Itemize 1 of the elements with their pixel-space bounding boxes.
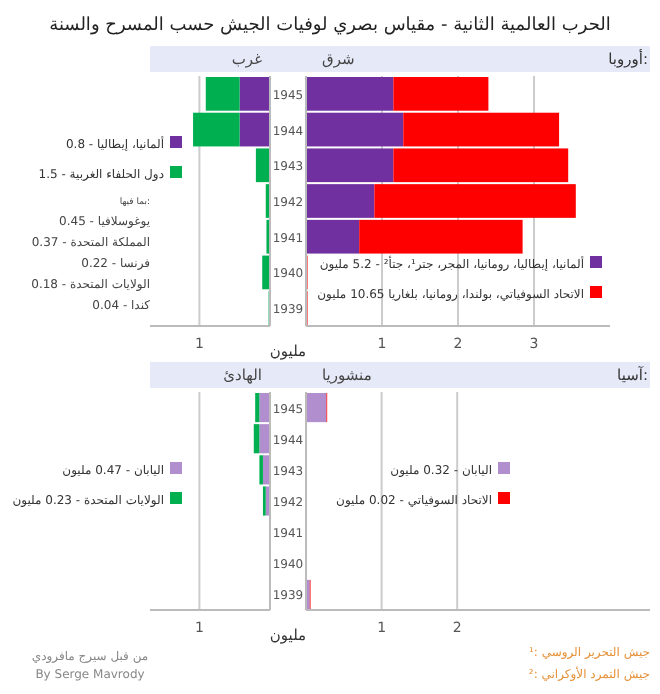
text: الحرب العالمية الثانية - مقياس بصري لوفيات الجيش حسب المسرح والسنة [49,16,611,36]
